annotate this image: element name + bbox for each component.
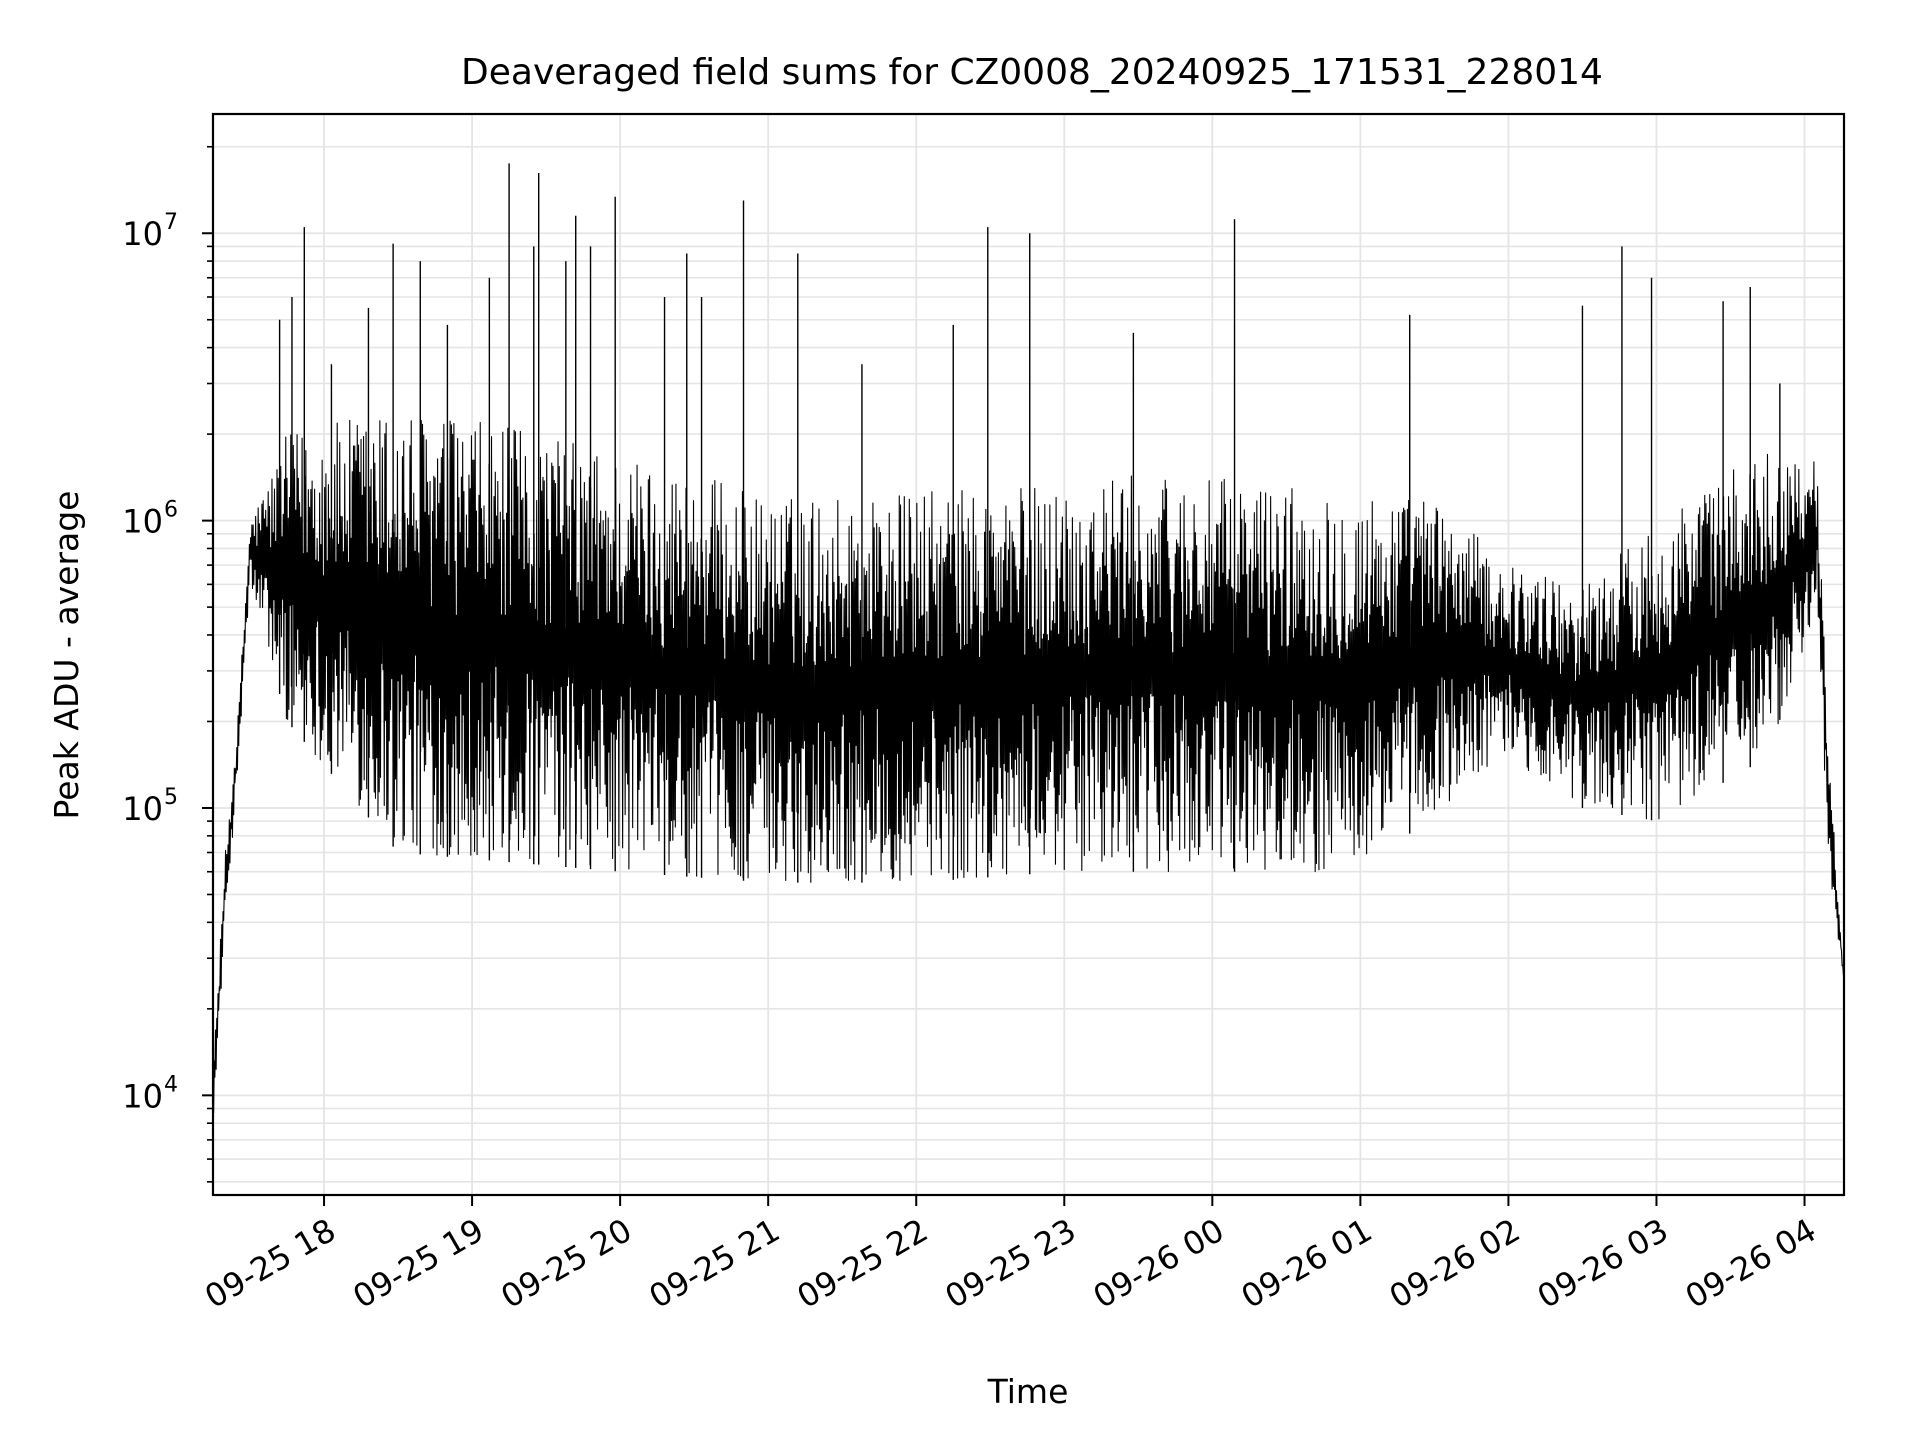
y-tick-exponent: 7	[164, 210, 178, 235]
y-tick-label: 10	[122, 1077, 163, 1115]
y-tick-exponent: 4	[164, 1072, 178, 1097]
y-axis-label: Peak ADU - average	[47, 491, 86, 820]
y-tick-label: 10	[122, 215, 163, 253]
chart-title: Deaveraged field sums for CZ0008_2024092…	[461, 52, 1603, 93]
series-line	[212, 163, 1845, 1114]
x-axis-label: Time	[987, 1372, 1069, 1411]
y-tick-label: 10	[122, 790, 163, 828]
series-path	[212, 419, 1845, 1114]
plot-frame	[211, 112, 1846, 1197]
y-tick-label: 10	[122, 503, 163, 541]
y-tick-exponent: 6	[164, 498, 178, 523]
y-tick-exponent: 5	[164, 785, 178, 810]
